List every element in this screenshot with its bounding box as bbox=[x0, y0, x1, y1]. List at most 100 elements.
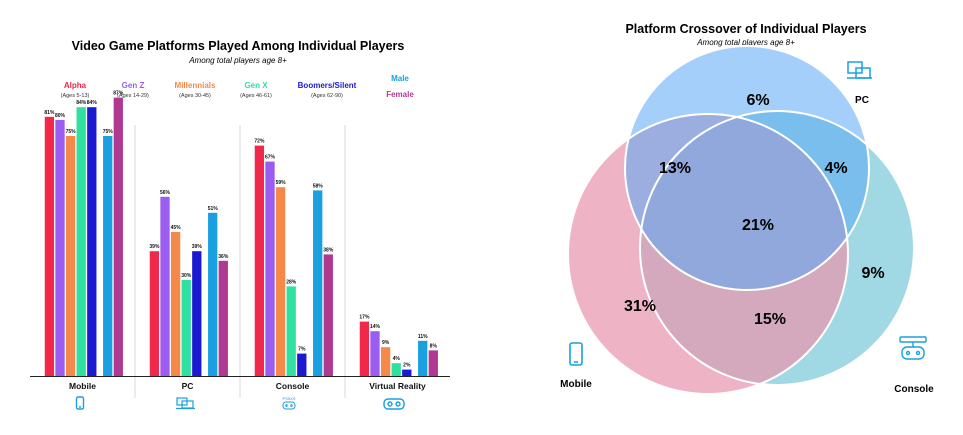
bar-series: 81%80% 75% 84% 84% 75% 87% 39% 56% 45% 30% 39% 51% 3… bbox=[44, 91, 438, 377]
category-dividers bbox=[30, 125, 450, 398]
legend-ages-gen-x: (Ages 46-61) bbox=[240, 93, 272, 99]
bar-virtual-reality-alpha bbox=[359, 321, 370, 376]
bar-mobile-millennials bbox=[65, 136, 76, 376]
data-label-pc-gen-x: 30% bbox=[181, 273, 192, 279]
bar-mobile-male bbox=[103, 136, 113, 376]
bar-chart: Video Game Platforms Played Among Indivi… bbox=[30, 39, 450, 410]
category-icons: PS5XS bbox=[75, 396, 405, 410]
bar-pc-female bbox=[218, 260, 228, 376]
venn-subtitle: Among total players age 8+ bbox=[696, 38, 795, 47]
data-label-mobile-gen-z: 80% bbox=[55, 113, 66, 119]
venn-region-mobile-console: 15% bbox=[754, 311, 786, 328]
data-label-mobile-alpha: 81% bbox=[44, 110, 55, 116]
data-label-virtual-reality-gen-x: 4% bbox=[393, 356, 401, 362]
bar-pc-gen-z bbox=[160, 196, 170, 376]
venn-label-pc: PC bbox=[855, 95, 869, 106]
bar-virtual-reality-boomers-silent bbox=[402, 369, 412, 376]
data-label-pc-boomers-silent: 39% bbox=[192, 244, 203, 250]
category-label-console: Console bbox=[276, 381, 310, 391]
bar-console-male bbox=[313, 190, 323, 376]
data-label-mobile-female: 87% bbox=[113, 91, 124, 97]
bar-mobile-boomers-silent bbox=[87, 107, 97, 376]
venn-panel: Platform Crossover of Individual Players… bbox=[520, 0, 963, 430]
data-label-mobile-boomers-silent: 84% bbox=[87, 100, 98, 106]
legend-label-boomers-silent: Boomers/Silent bbox=[298, 81, 357, 90]
bar-console-millennials bbox=[275, 187, 286, 376]
data-label-pc-female: 36% bbox=[218, 254, 229, 260]
venn-region-pc: 6% bbox=[746, 92, 769, 109]
legend-label-alpha: Alpha bbox=[64, 81, 87, 90]
bar-chart-legend: Alpha (Ages 5-13) Gen Z (Ages 14-29) Millenn… bbox=[61, 74, 415, 99]
data-label-console-alpha: 72% bbox=[254, 139, 265, 145]
laptop-icon bbox=[847, 61, 872, 79]
data-label-console-millennials: 59% bbox=[276, 180, 287, 186]
legend-ages-alpha: (Ages 5-13) bbox=[61, 93, 90, 99]
venn-circle-pc bbox=[625, 46, 869, 290]
data-label-console-gen-z: 67% bbox=[265, 155, 276, 161]
venn-title: Platform Crossover of Individual Players bbox=[625, 22, 866, 36]
venn-region-pc-console: 4% bbox=[824, 160, 847, 177]
legend-ages-gen-z: (Ages 14-29) bbox=[117, 93, 149, 99]
bar-console-alpha bbox=[254, 145, 265, 376]
data-label-virtual-reality-millennials: 9% bbox=[382, 340, 390, 346]
data-label-virtual-reality-boomers-silent: 2% bbox=[403, 363, 411, 369]
category-label-mobile: Mobile bbox=[69, 381, 96, 391]
gamepad-icon: PS5XS bbox=[282, 396, 296, 410]
venn-region-console: 9% bbox=[861, 265, 884, 282]
bar-mobile-gen-z bbox=[55, 120, 65, 376]
legend-label-millennials: Millennials bbox=[175, 81, 216, 90]
data-label-console-female: 38% bbox=[323, 247, 334, 253]
bar-console-boomers-silent bbox=[297, 353, 307, 376]
console-icon-caption: PS5XS bbox=[283, 396, 296, 401]
vr-headset-icon bbox=[383, 398, 405, 410]
bar-pc-alpha bbox=[149, 251, 160, 376]
phone-icon bbox=[75, 396, 85, 410]
bar-virtual-reality-millennials bbox=[380, 347, 391, 376]
venn-region-mobile-pc: 13% bbox=[659, 160, 691, 177]
venn-label-mobile: Mobile bbox=[560, 379, 592, 390]
data-label-pc-alpha: 39% bbox=[149, 244, 160, 250]
legend-label-female: Female bbox=[386, 90, 414, 99]
legend-label-gen-z: Gen Z bbox=[122, 81, 145, 90]
data-label-console-gen-x: 28% bbox=[286, 279, 297, 285]
legend-label-male: Male bbox=[391, 74, 409, 83]
venn-region-mobile: 31% bbox=[624, 298, 656, 315]
bar-virtual-reality-male bbox=[418, 340, 428, 376]
bar-pc-boomers-silent bbox=[192, 251, 202, 376]
data-label-mobile-male: 75% bbox=[103, 129, 114, 135]
bar-mobile-female bbox=[113, 97, 123, 376]
gamepad-icon bbox=[899, 336, 927, 360]
bar-virtual-reality-gen-x bbox=[391, 363, 401, 376]
venn-label-console: Console bbox=[894, 384, 934, 395]
legend-ages-boomers-silent: (Ages 62-90) bbox=[311, 93, 343, 99]
bar-pc-millennials bbox=[170, 232, 181, 376]
data-label-pc-gen-z: 56% bbox=[160, 190, 171, 196]
bar-chart-panel: Video Game Platforms Played Among Indivi… bbox=[0, 0, 480, 430]
legend-ages-millennials: (Ages 30-45) bbox=[179, 93, 211, 99]
data-label-mobile-gen-x: 84% bbox=[76, 100, 87, 106]
bar-chart-subtitle: Among total players age 8+ bbox=[188, 56, 287, 65]
phone-icon bbox=[569, 342, 583, 366]
data-label-virtual-reality-gen-z: 14% bbox=[370, 324, 381, 330]
category-label-pc: PC bbox=[182, 381, 194, 391]
bar-console-gen-x bbox=[286, 286, 296, 376]
bar-console-female bbox=[323, 254, 333, 376]
legend-label-gen-x: Gen X bbox=[244, 81, 268, 90]
category-labels: Mobile PC Console Virtual Reality bbox=[69, 381, 426, 391]
data-label-virtual-reality-alpha: 17% bbox=[359, 315, 370, 321]
bar-console-gen-z bbox=[265, 161, 275, 376]
bar-mobile-gen-x bbox=[76, 107, 86, 376]
bar-pc-male bbox=[208, 212, 218, 376]
venn-diagram: Platform Crossover of Individual Players… bbox=[560, 22, 934, 395]
venn-region-all: 21% bbox=[742, 217, 774, 234]
data-label-pc-millennials: 45% bbox=[171, 225, 182, 231]
data-label-pc-male: 51% bbox=[208, 206, 219, 212]
bar-mobile-alpha bbox=[44, 116, 55, 377]
data-label-console-male: 58% bbox=[313, 183, 324, 189]
data-label-mobile-millennials: 75% bbox=[66, 129, 77, 135]
data-label-virtual-reality-female: 8% bbox=[430, 343, 438, 349]
category-label-virtual-reality: Virtual Reality bbox=[369, 381, 426, 391]
laptop-icon bbox=[176, 397, 195, 410]
data-label-virtual-reality-male: 11% bbox=[418, 334, 428, 340]
bar-virtual-reality-female bbox=[428, 350, 438, 376]
